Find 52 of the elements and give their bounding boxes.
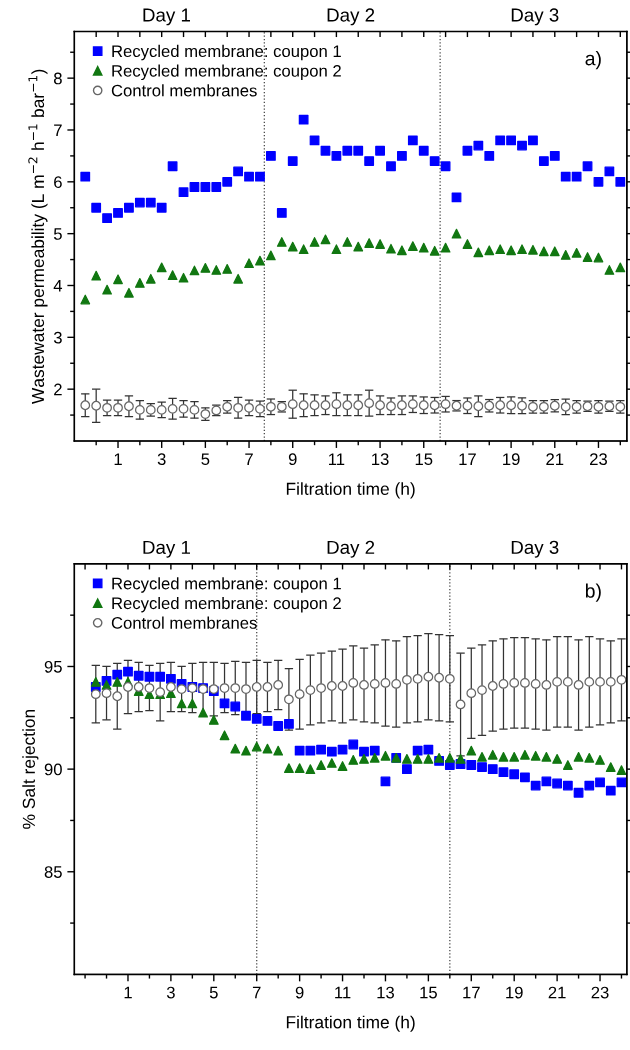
- x-tick-label: 1: [114, 453, 122, 465]
- text: Day 1: [143, 540, 190, 558]
- y-axis-title: Wastewater permeability (L m$^{−2}$ h$^{−1}$ bar$^{−1}$): [28, 69, 48, 404]
- x-tick-label: 23: [590, 453, 607, 466]
- annotation: b): [585, 583, 601, 602]
- text: Day 3: [511, 540, 559, 558]
- y-tick-label: 3: [53, 331, 62, 344]
- y-tick-label: 2: [54, 383, 62, 396]
- x-axis-title: Filtration time (h): [286, 1015, 415, 1032]
- y-tick-label: 4: [53, 280, 63, 292]
- x-tick-label: 17: [459, 453, 476, 465]
- text: Day 1: [143, 8, 190, 26]
- legend-label: Recycled membrane: coupon 2: [112, 596, 341, 613]
- y-tick-label: 85: [44, 866, 62, 878]
- y-tick-label: 95: [44, 660, 62, 673]
- x-tick-label: 5: [201, 453, 210, 466]
- legend-label: Recycled membrane: coupon 1: [112, 577, 341, 593]
- x-tick-label: 23: [591, 986, 609, 999]
- text: Day 2: [327, 8, 375, 26]
- x-tick-label: 11: [335, 986, 351, 999]
- y-tick-label: 7: [54, 124, 62, 137]
- legend-label: Recycled membrane: coupon 2: [112, 64, 341, 81]
- y-tick-label: 6: [54, 176, 62, 189]
- annotation: a): [585, 51, 601, 70]
- x-tick-label: 11: [329, 453, 345, 465]
- x-tick-label: 9: [288, 453, 297, 466]
- x-tick-label: 21: [548, 986, 566, 999]
- legend-label: Control membranes: [111, 84, 257, 97]
- x-tick-label: 13: [377, 986, 394, 999]
- legend-label: Control membranes: [111, 616, 257, 629]
- x-tick-label: 7: [252, 986, 261, 999]
- y-tick-label: 90: [44, 763, 62, 776]
- x-tick-label: 9: [295, 986, 304, 999]
- text: Day 2: [327, 540, 375, 558]
- x-tick-label: 21: [546, 453, 564, 465]
- x-tick-label: 19: [506, 986, 523, 999]
- x-tick-label: 15: [415, 453, 433, 466]
- x-tick-label: 19: [503, 453, 520, 466]
- x-tick-label: 7: [245, 453, 253, 465]
- x-tick-label: 15: [420, 986, 437, 999]
- x-tick-label: 13: [372, 453, 389, 466]
- legend-label: Recycled membrane: coupon 1: [112, 44, 341, 61]
- x-tick-label: 3: [166, 986, 175, 999]
- x-tick-label: 17: [463, 986, 480, 999]
- x-tick-label: 3: [157, 453, 166, 466]
- y-tick-label: 5: [53, 228, 62, 240]
- x-tick-label: 5: [209, 986, 218, 999]
- y-axis-title: % Salt rejection: [22, 709, 39, 829]
- x-tick-label: 1: [124, 986, 132, 999]
- y-tick-label: 8: [53, 72, 62, 85]
- text: Day 3: [511, 8, 559, 26]
- x-axis-title: Filtration time (h): [286, 482, 415, 499]
